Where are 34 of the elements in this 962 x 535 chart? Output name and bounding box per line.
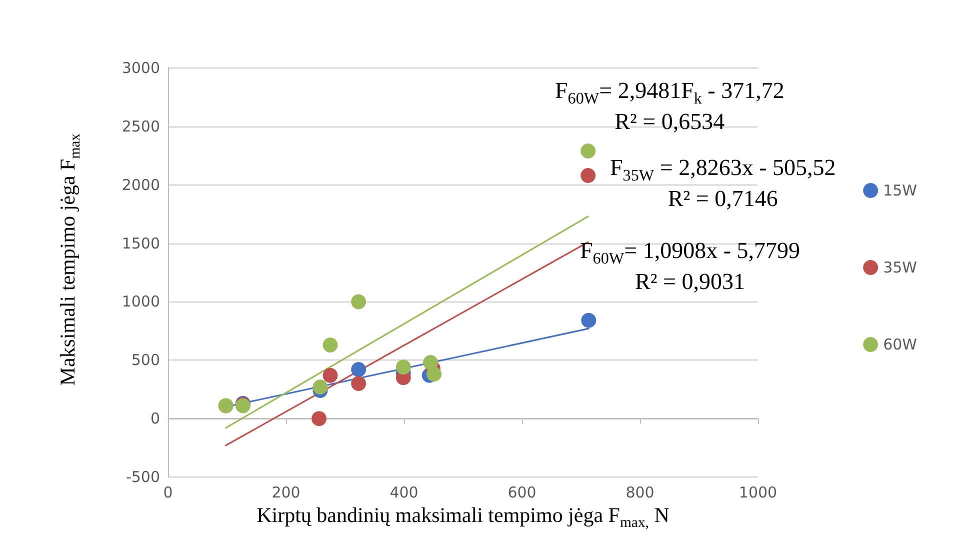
point: [580, 168, 596, 184]
point: [312, 411, 327, 426]
point: [581, 312, 596, 328]
y-tick-label: 2500: [122, 117, 160, 136]
x-tick-label: 600: [508, 484, 536, 502]
point: [396, 360, 411, 375]
point: [351, 294, 366, 310]
x-axis-title: Kirptų bandinių maksimali tempimo jėga F$_{max,}$ N: [256, 503, 670, 532]
annotation: F$_{60W}$= 2,9481F$_{k}$ - 371,72 R² = 0,6534: [555, 78, 784, 136]
annotation: F$_{60W}$= 1,0908x - 5,7799 R² = 0,9031: [580, 238, 800, 296]
point: [351, 362, 366, 377]
point: [322, 368, 338, 383]
point: [423, 354, 438, 370]
y-tick-label: 0: [150, 410, 160, 428]
legend-label: 15W: [883, 182, 918, 200]
x-tick-label: 800: [626, 484, 654, 502]
point: [322, 337, 338, 352]
point: [426, 366, 442, 382]
annotation: F$_{35W}$ = 2,8263x - 505,52 R² = 0,7146: [610, 155, 836, 213]
y-tick-label: -500: [126, 468, 160, 486]
point: [351, 376, 366, 392]
x-tick-label: 0: [163, 484, 173, 502]
point: [580, 143, 596, 158]
legend-label: 35W: [883, 258, 918, 276]
y-tick-label: 500: [131, 351, 160, 370]
y-tick-label: 3000: [122, 59, 160, 77]
point: [312, 380, 328, 395]
x-tick-label: 200: [272, 484, 300, 502]
x-tick-label: 1000: [738, 484, 778, 502]
y-tick-label: 1000: [122, 292, 160, 311]
y-tick-label: 2000: [122, 176, 160, 194]
y-tick-label: 1500: [122, 234, 160, 252]
x-tick-label: 400: [390, 484, 418, 502]
legend-label: 60W: [883, 336, 918, 354]
